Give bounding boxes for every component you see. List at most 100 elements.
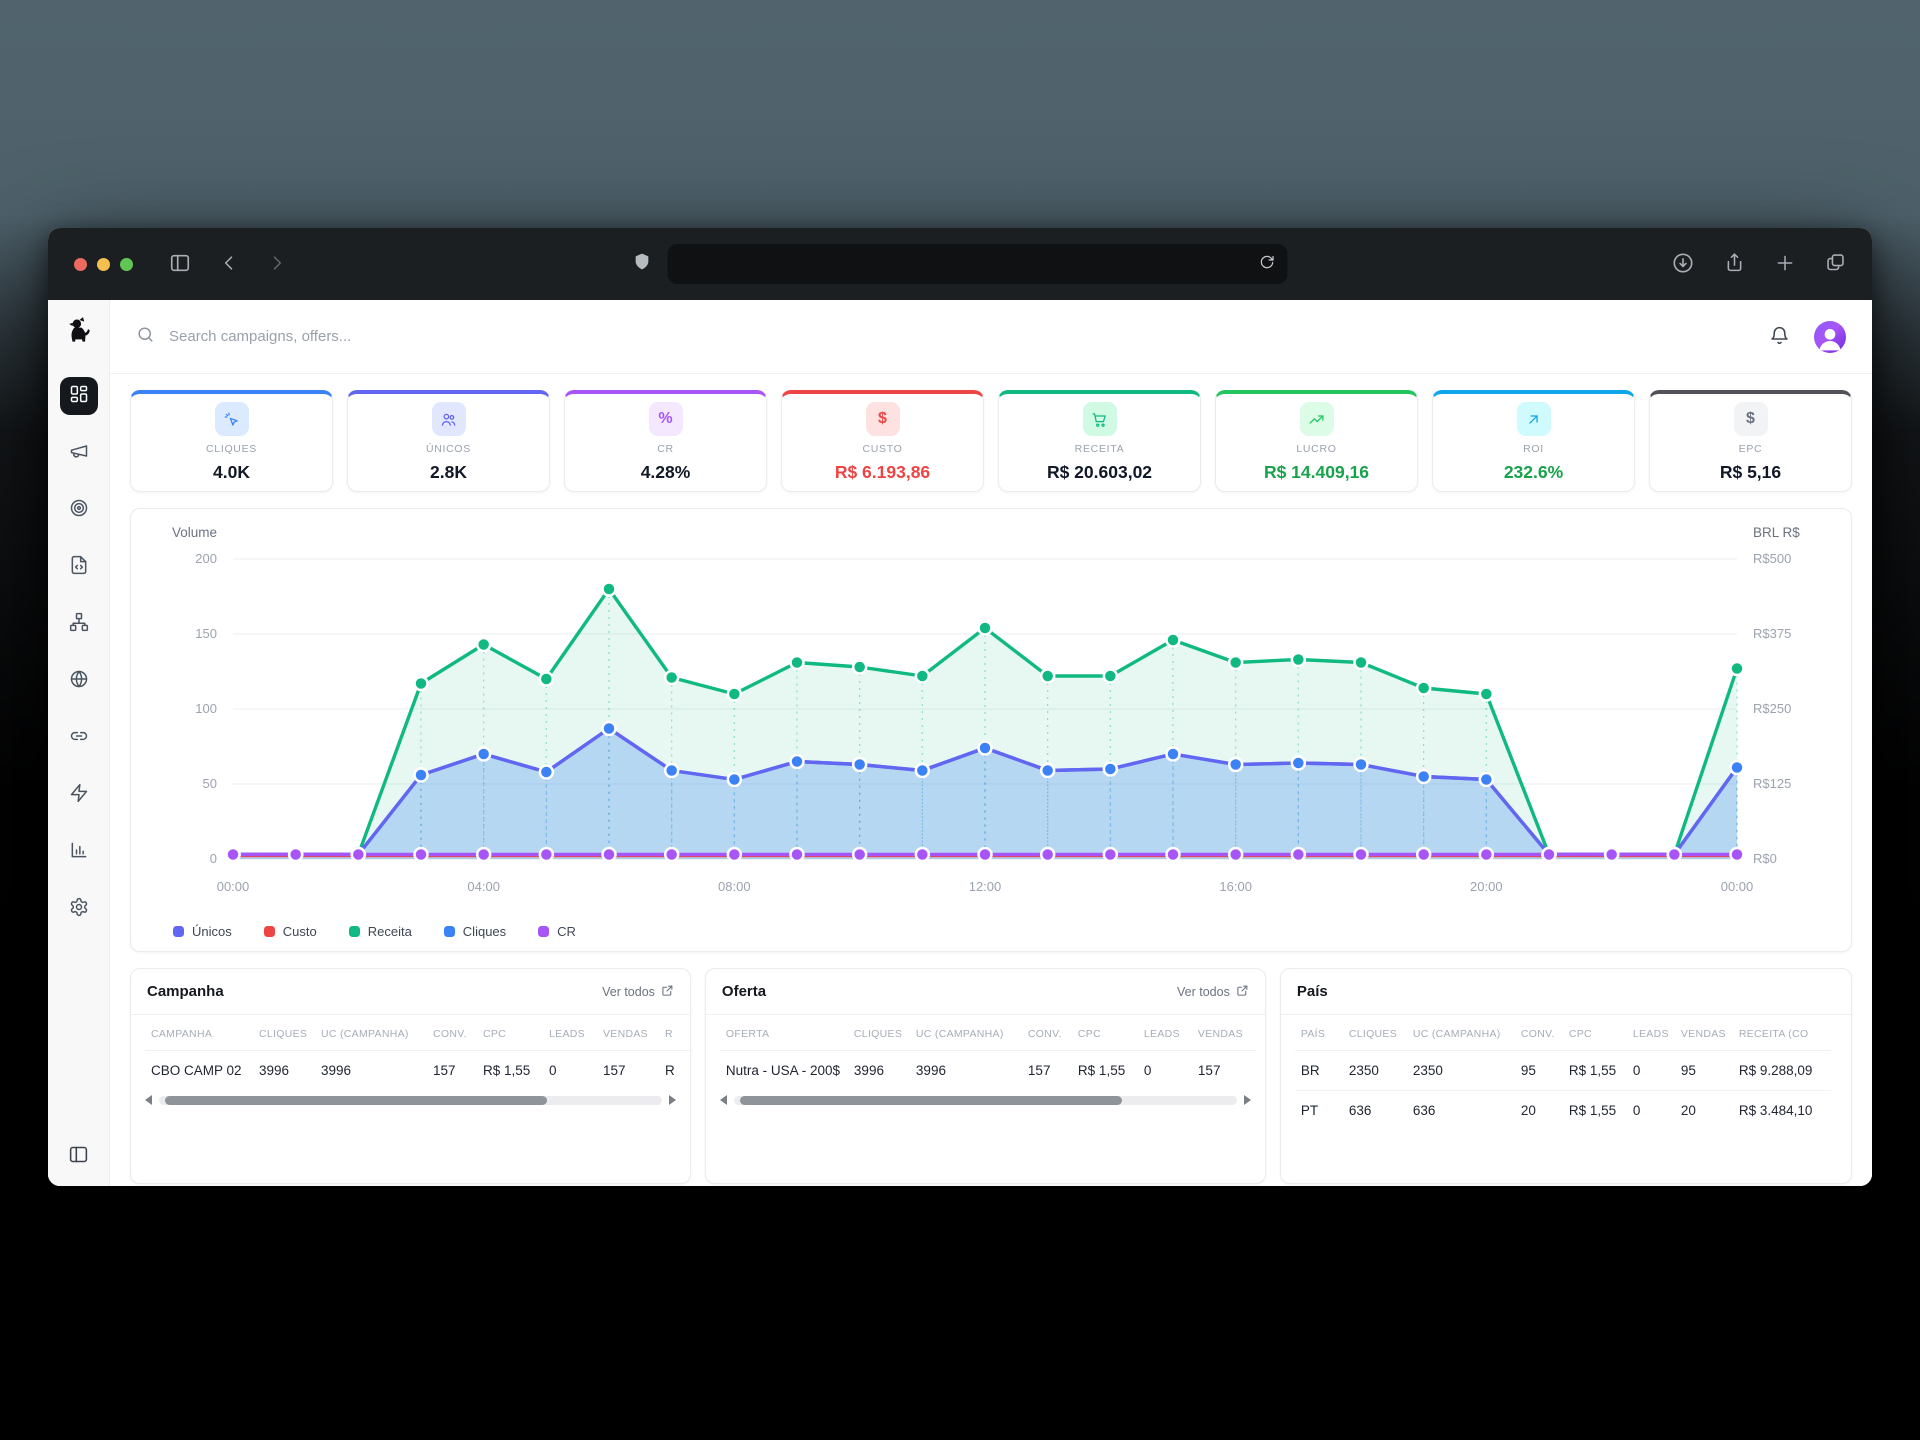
scroll-left-arrow[interactable] — [719, 1095, 727, 1105]
table-title: Oferta — [721, 983, 767, 1000]
kpi-label: LUCRO — [1296, 443, 1337, 455]
scrollbar-track[interactable] — [733, 1095, 1237, 1105]
data-table: CAMPANHA CLIQUES UC (CAMPANHA) CONV. CPC LEAD… — [145, 1015, 690, 1090]
landing-pages-icon — [69, 555, 89, 580]
ver-todos-link[interactable]: Ver todos — [1177, 984, 1249, 1000]
table-cell: 0 — [1143, 1063, 1152, 1078]
svg-text:08:00: 08:00 — [718, 879, 751, 894]
cart-icon — [1082, 402, 1117, 436]
browser-forward-button[interactable] — [267, 253, 287, 276]
address-input[interactable] — [679, 256, 1259, 272]
table-row[interactable]: CBO CAMP 02 3996 3996 157 R$ 1,55 0 157 R — [145, 1051, 690, 1091]
table-cell: 3996 — [321, 1063, 352, 1078]
table-cell: PT — [1294, 1090, 1343, 1130]
scrollbar-track[interactable] — [159, 1095, 662, 1105]
sidebar-nav — [59, 377, 98, 928]
table-cell: 2350 — [1412, 1063, 1443, 1078]
scroll-left-arrow[interactable] — [145, 1095, 152, 1105]
sidebar-item-links[interactable] — [60, 719, 98, 757]
legend-swatch — [173, 926, 184, 937]
sidebar-item-reports[interactable] — [60, 833, 98, 871]
dog-logo-icon[interactable] — [65, 316, 93, 349]
table-row[interactable]: PT 636 636 20 R$ 1,55 0 20 R$ 3.484,10 — [1294, 1090, 1831, 1130]
sidebar-item-offers[interactable] — [60, 491, 98, 529]
glyph-icon: $ — [1733, 402, 1768, 436]
ver-todos-link[interactable]: Ver todos — [602, 984, 674, 1000]
table-card-oferta: Oferta Ver todos OFERTA CLIQUES UC (CAMPANHA… — [704, 968, 1266, 1184]
notifications-bell-icon[interactable] — [1769, 325, 1790, 349]
links-icon — [69, 726, 89, 751]
new-tab-button[interactable] — [1775, 253, 1795, 276]
scroll-right-arrow[interactable] — [668, 1095, 676, 1105]
kpi-value: R$ 14.409,16 — [1263, 462, 1370, 482]
legend-item-cr[interactable]: CR — [538, 924, 576, 939]
downloads-button[interactable] — [1672, 252, 1694, 277]
legend-item-custo[interactable]: Custo — [263, 924, 317, 939]
cursor-click-icon — [214, 402, 249, 436]
arrow-up-right-icon — [1516, 402, 1551, 436]
minimize-window-button[interactable] — [97, 257, 110, 271]
sidebar-item-campaigns[interactable] — [60, 434, 98, 472]
scroll-right-arrow[interactable] — [1243, 1095, 1251, 1105]
browser-sidebar-toggle-icon[interactable] — [169, 252, 191, 277]
column-header: CONV. — [1021, 1015, 1072, 1051]
external-link-icon — [1236, 984, 1249, 1000]
kpi-card-cliques: CLIQUES 4.0K — [130, 390, 333, 492]
sidebar-item-automation[interactable] — [60, 776, 98, 814]
sidebar-collapse-icon[interactable] — [68, 1144, 89, 1170]
table-cell: 0 — [1632, 1063, 1641, 1078]
legend-item-receita[interactable]: Receita — [348, 924, 412, 939]
table-cell: R$ 1,55 — [1562, 1090, 1627, 1130]
table-cell: 157 — [1197, 1063, 1221, 1078]
search-input[interactable] — [169, 328, 1755, 345]
close-window-button[interactable] — [74, 257, 87, 271]
legend-swatch — [538, 926, 550, 937]
flows-icon — [69, 612, 89, 637]
table-cell: R$ 1,55 — [1568, 1063, 1617, 1078]
kpi-label: RECEITA — [1074, 443, 1125, 455]
table-row[interactable]: Nutra - USA - 200$ 3996 3996 157 R$ 1,55 0 157 — [720, 1051, 1256, 1091]
legend-label: CR — [557, 924, 576, 939]
address-bar[interactable] — [667, 244, 1288, 284]
scrollbar-thumb[interactable] — [165, 1095, 548, 1105]
share-button[interactable] — [1724, 252, 1745, 276]
column-header: RECEITA (CO — [1732, 1015, 1831, 1051]
svg-text:20:00: 20:00 — [1470, 879, 1503, 894]
user-avatar[interactable] — [1814, 320, 1846, 353]
legend-item-únicos[interactable]: Únicos — [173, 924, 232, 939]
reload-icon[interactable] — [1259, 254, 1276, 274]
sidebar-item-flows[interactable] — [60, 605, 98, 643]
table-cell: 3996 — [259, 1063, 290, 1078]
app-sidebar — [48, 300, 110, 1186]
column-header: UC (CAMPANHA) — [909, 1015, 1022, 1051]
table-row[interactable]: BR 2350 2350 95 R$ 1,55 0 95 R$ 9.288,09 — [1295, 1051, 1831, 1091]
sidebar-item-landing-pages[interactable] — [60, 548, 98, 586]
svg-text:R$500: R$500 — [1753, 551, 1791, 566]
column-header: UC (CAMPANHA) — [315, 1015, 427, 1051]
window-controls — [74, 257, 133, 271]
horizontal-scrollbar[interactable] — [145, 1095, 676, 1105]
column-header: UC (CAMPANHA) — [1406, 1015, 1515, 1051]
legend-item-cliques[interactable]: Cliques — [443, 924, 506, 939]
browser-back-button[interactable] — [219, 253, 239, 276]
sidebar-item-domains[interactable] — [60, 662, 98, 700]
horizontal-scrollbar[interactable] — [719, 1095, 1251, 1105]
table-cell: 3996 — [853, 1063, 884, 1078]
table-cell: CBO CAMP 02 — [151, 1063, 242, 1078]
legend-swatch — [263, 926, 275, 937]
kpi-card-roi: ROI 232.6% — [1432, 390, 1635, 492]
kpi-card-cr: % CR 4.28% — [564, 390, 767, 492]
kpi-value: 2.8K — [430, 462, 467, 482]
svg-text:150: 150 — [195, 626, 217, 641]
table-cell: R$ 3.484,10 — [1732, 1090, 1831, 1130]
table-cell: Nutra - USA - 200$ — [725, 1063, 840, 1078]
privacy-shield-icon[interactable] — [633, 252, 652, 276]
sidebar-item-settings[interactable] — [60, 890, 98, 928]
tab-overview-button[interactable] — [1825, 252, 1846, 276]
kpi-value: 4.0K — [213, 462, 250, 482]
browser-window: CLIQUES 4.0K ÚNICOS 2.8K% CR 4.28% $ CUSTO R$ 6.… — [48, 228, 1872, 1186]
scrollbar-thumb[interactable] — [739, 1095, 1123, 1105]
sidebar-item-dashboard[interactable] — [59, 377, 98, 415]
zoom-window-button[interactable] — [120, 257, 133, 271]
column-header: CPC — [1071, 1015, 1138, 1051]
